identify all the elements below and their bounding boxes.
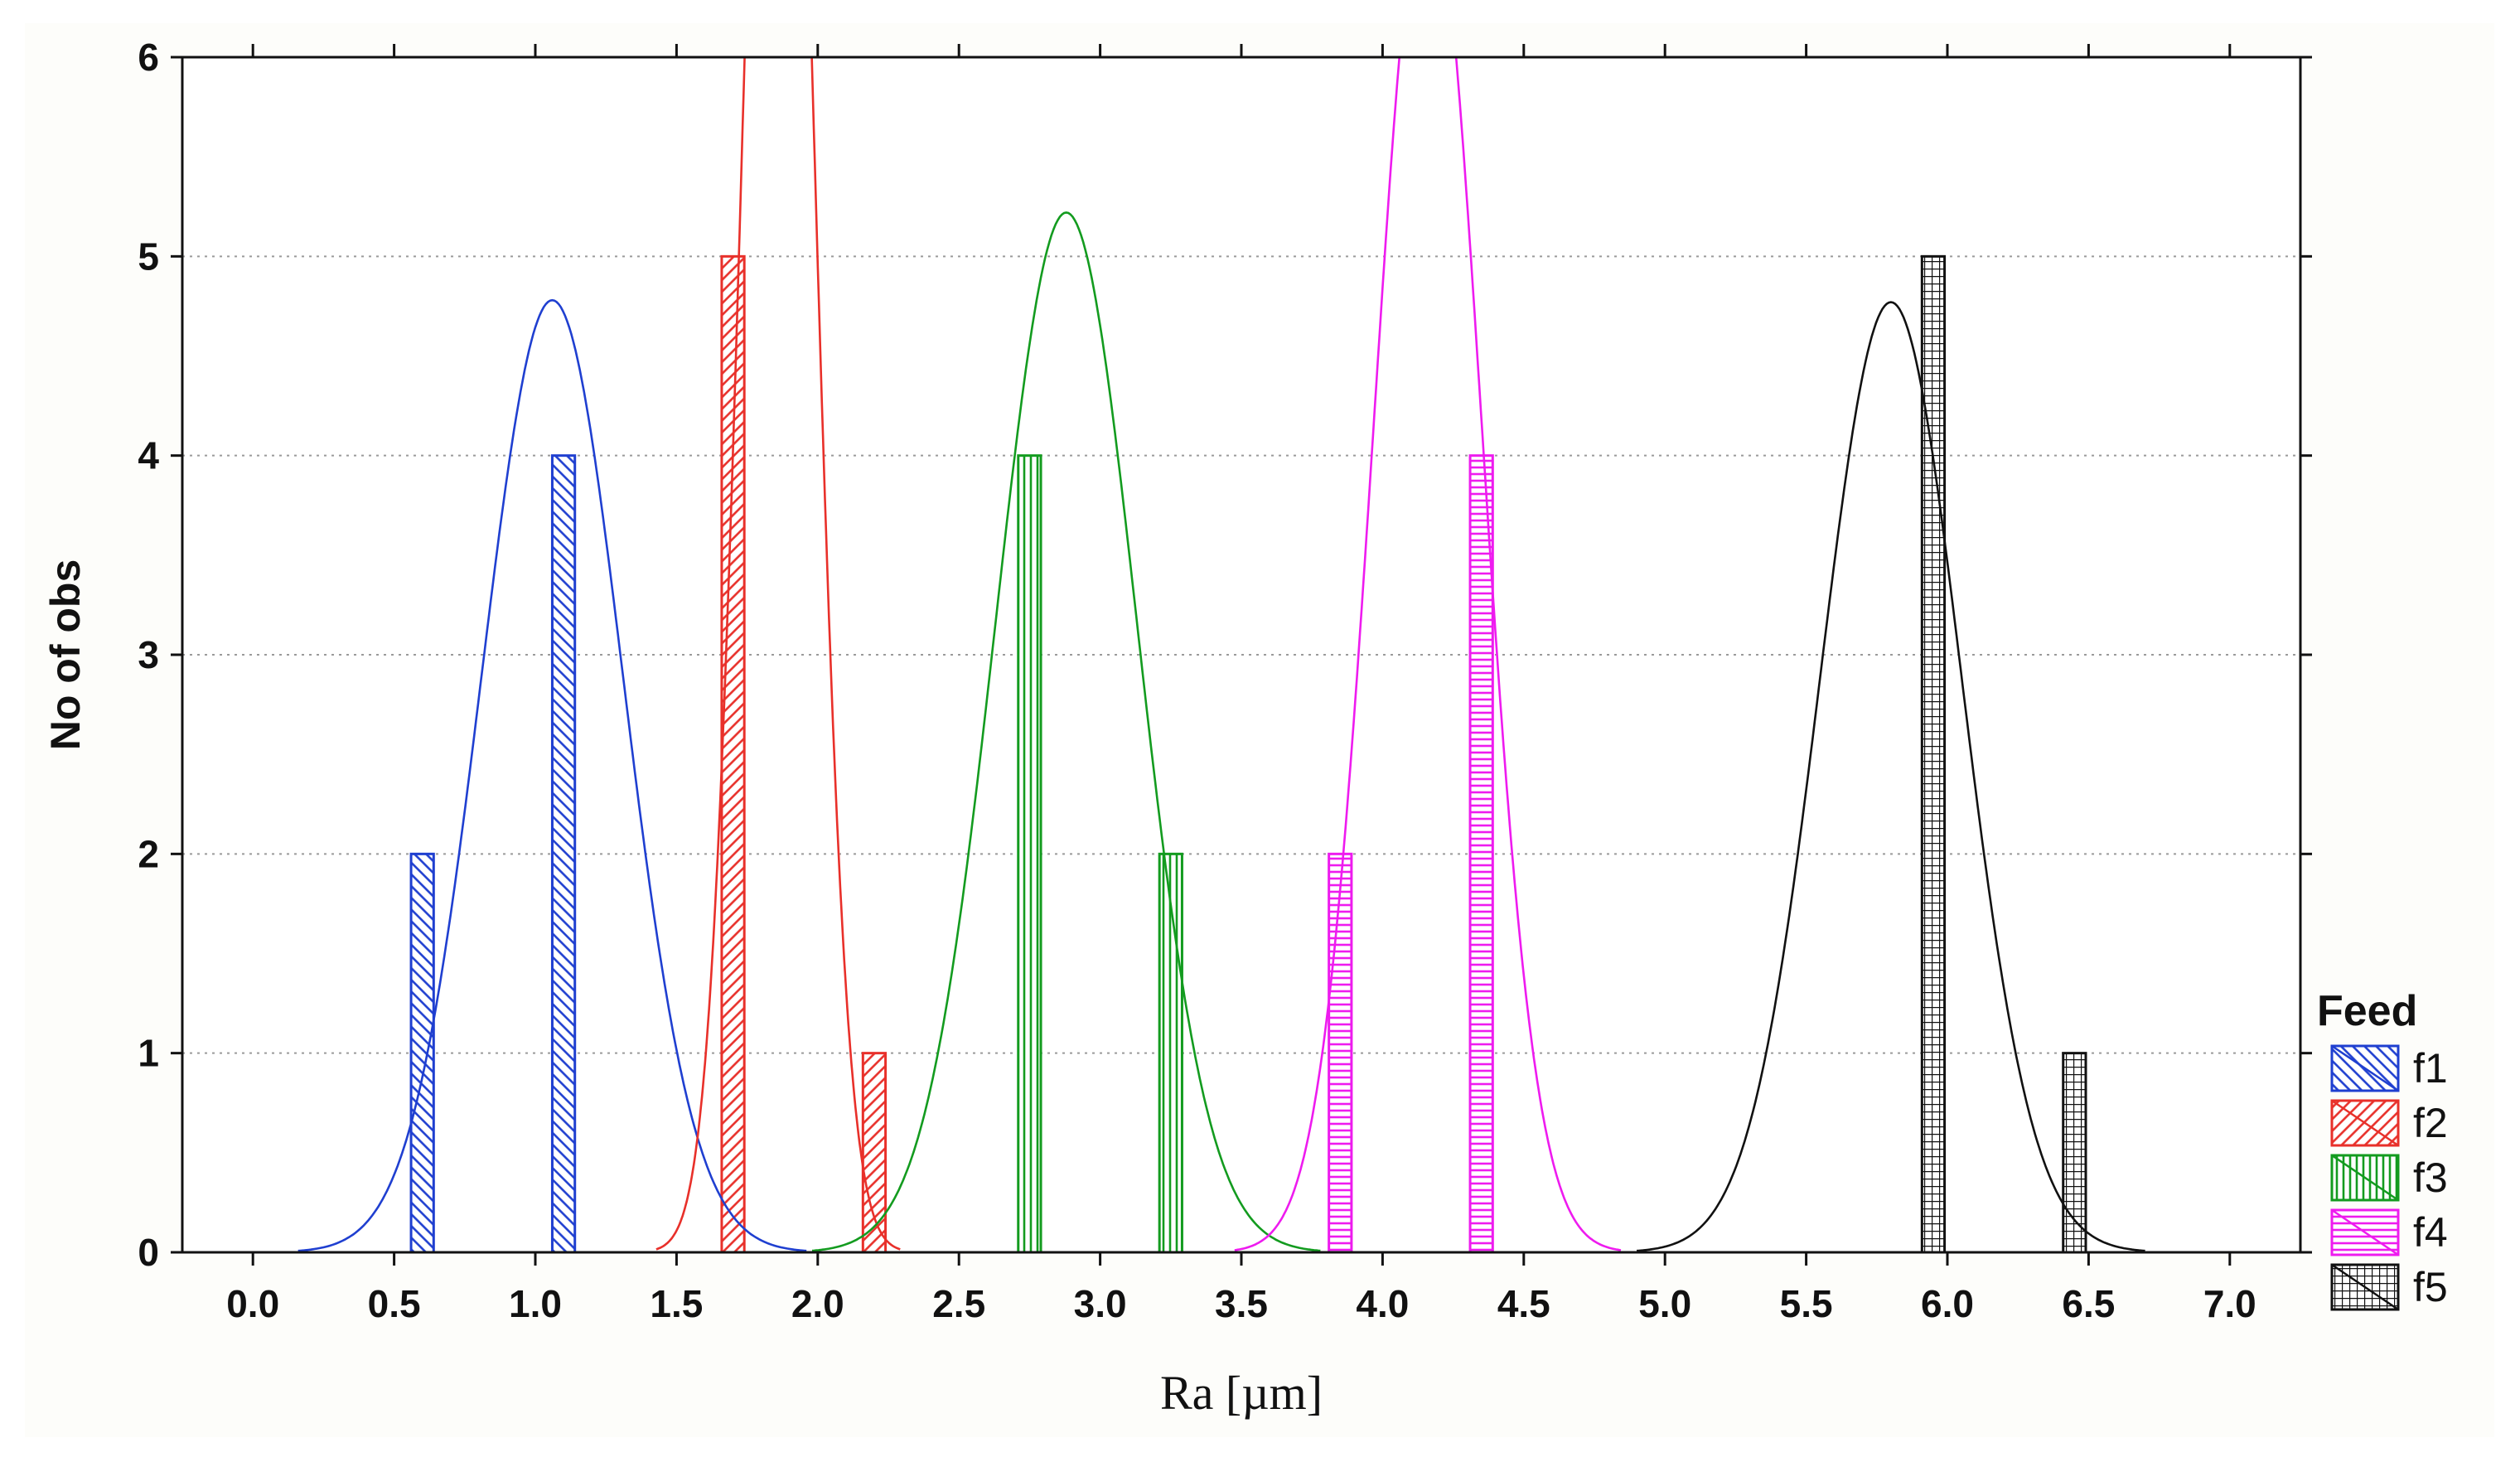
bar-f1-0.6	[409, 852, 435, 1254]
fit-curve-f3	[811, 211, 1321, 1252]
y-tick-label: 0	[138, 1231, 159, 1274]
bar-f4-3.85	[1328, 852, 1353, 1254]
x-tick-label: 4.5	[1497, 1282, 1550, 1325]
legend-label-f5: f5	[2413, 1264, 2448, 1310]
y-tick-label: 1	[138, 1032, 159, 1075]
y-tick-label: 5	[138, 235, 159, 278]
bar-f5-6.45	[2062, 1052, 2087, 1254]
legend-swatch-line-f1	[2331, 1044, 2399, 1092]
bar-f3-2.75	[1017, 454, 1042, 1254]
fit-curve-f5	[1637, 301, 2145, 1252]
x-tick-label: 5.5	[1780, 1282, 1833, 1325]
bars	[409, 254, 2087, 1254]
x-axis-title: Ra [µm]	[1160, 1366, 1323, 1420]
x-tick-label: 5.0	[1638, 1282, 1691, 1325]
fit-curve-f2	[655, 57, 901, 1251]
fit-curves	[297, 57, 2145, 1252]
x-tick-label: 3.5	[1215, 1282, 1268, 1325]
x-tick-label: 6.0	[1921, 1282, 1974, 1325]
x-tick-label: 1.0	[509, 1282, 562, 1325]
x-tick-label: 1.5	[650, 1282, 703, 1325]
legend-swatch-line-f2	[2331, 1099, 2399, 1147]
y-axis-title: No of obs	[42, 559, 89, 751]
legend-label-f2: f2	[2413, 1100, 2448, 1146]
x-tick-label: 2.5	[932, 1282, 985, 1325]
bar-f5-5.95	[1920, 254, 1947, 1254]
x-tick-label: 2.0	[791, 1282, 844, 1325]
y-tick-label: 3	[138, 633, 159, 676]
legend: Feed f1 f2 f3 f4 f5	[2317, 987, 2448, 1311]
legend-label-f4: f4	[2413, 1209, 2448, 1256]
x-tick-label: 6.5	[2062, 1282, 2115, 1325]
bar-f2-2.2	[861, 1052, 888, 1254]
legend-swatch-line-f4	[2331, 1208, 2399, 1256]
x-tick-label: 3.0	[1074, 1282, 1127, 1325]
legend-label-f3: f3	[2413, 1155, 2448, 1201]
legend-swatch-line-f5	[2331, 1263, 2399, 1311]
bar-f1-1.1	[550, 454, 577, 1254]
bar-f2-1.7	[720, 254, 746, 1254]
legend-title: Feed	[2317, 987, 2417, 1035]
legend-swatch-line-f3	[2331, 1154, 2399, 1202]
x-tick-label: 0.5	[368, 1282, 421, 1325]
x-tick-label: 4.0	[1356, 1282, 1409, 1325]
x-tick-label: 7.0	[2203, 1282, 2256, 1325]
fit-curve-f1	[297, 298, 807, 1252]
y-tick-label: 4	[138, 434, 159, 477]
y-tick-label: 2	[138, 832, 159, 875]
gridlines	[182, 255, 2300, 1054]
bar-f4-4.35	[1468, 454, 1494, 1254]
axis-ticks: 0 1 2 3 4 5 6 0.0 0.5 1.0 1.5 2.0 2.5 3.0 3.5 4.0 4.5 5.0…	[138, 36, 2312, 1325]
legend-label-f1: f1	[2413, 1045, 2448, 1092]
fit-curve-f4	[1234, 57, 1622, 1251]
bar-f3-3.25	[1158, 852, 1183, 1254]
x-tick-label: 0.0	[226, 1282, 279, 1325]
y-tick-label: 6	[138, 36, 159, 79]
